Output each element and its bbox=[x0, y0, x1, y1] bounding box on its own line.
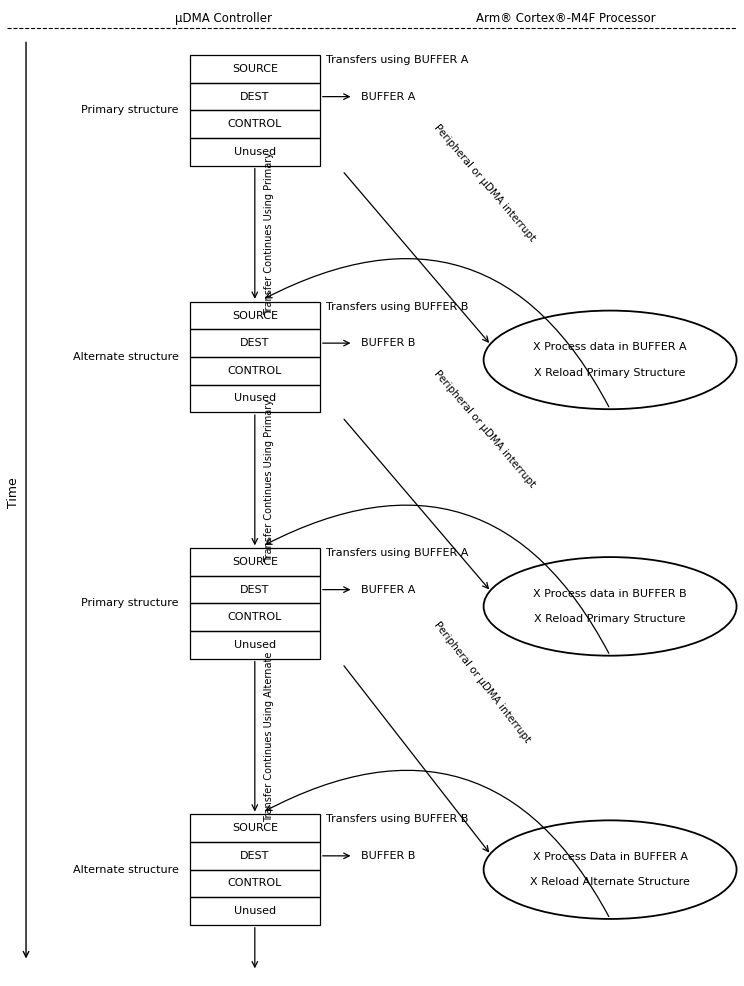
Bar bbox=[190, 576, 320, 603]
Text: X Reload Primary Structure: X Reload Primary Structure bbox=[534, 368, 686, 378]
Text: Transfer Continues Using Primary: Transfer Continues Using Primary bbox=[264, 152, 274, 316]
Text: CONTROL: CONTROL bbox=[228, 366, 282, 376]
Bar bbox=[190, 814, 320, 842]
Text: SOURCE: SOURCE bbox=[232, 64, 278, 74]
Text: BUFFER A: BUFFER A bbox=[361, 92, 415, 102]
Bar bbox=[190, 357, 320, 385]
Text: DEST: DEST bbox=[240, 338, 269, 348]
Text: Unused: Unused bbox=[234, 906, 276, 916]
Text: SOURCE: SOURCE bbox=[232, 311, 278, 320]
Text: Transfer Continues Using Primary: Transfer Continues Using Primary bbox=[264, 398, 274, 562]
Text: Time: Time bbox=[7, 477, 20, 509]
Bar bbox=[190, 548, 320, 576]
Text: X Reload Primary Structure: X Reload Primary Structure bbox=[534, 614, 686, 624]
Bar bbox=[190, 110, 320, 138]
Bar bbox=[190, 55, 320, 83]
Text: DEST: DEST bbox=[240, 92, 269, 102]
Bar bbox=[190, 385, 320, 412]
Text: Peripheral or μDMA interrupt: Peripheral or μDMA interrupt bbox=[432, 122, 536, 244]
Text: Alternate structure: Alternate structure bbox=[73, 352, 179, 362]
Text: Peripheral or μDMA interrupt: Peripheral or μDMA interrupt bbox=[432, 369, 536, 490]
Bar bbox=[190, 329, 320, 357]
Text: DEST: DEST bbox=[240, 851, 269, 861]
Text: Unused: Unused bbox=[234, 147, 276, 157]
Text: DEST: DEST bbox=[240, 585, 269, 595]
Bar bbox=[190, 631, 320, 659]
Text: μDMA Controller: μDMA Controller bbox=[175, 12, 272, 25]
Text: Primary structure: Primary structure bbox=[81, 106, 179, 115]
Text: CONTROL: CONTROL bbox=[228, 119, 282, 129]
Text: SOURCE: SOURCE bbox=[232, 823, 278, 833]
Bar bbox=[190, 302, 320, 329]
Bar bbox=[190, 603, 320, 631]
Text: CONTROL: CONTROL bbox=[228, 612, 282, 622]
Text: X Process data in BUFFER A: X Process data in BUFFER A bbox=[533, 342, 687, 352]
Text: SOURCE: SOURCE bbox=[232, 557, 278, 567]
Text: Transfers using BUFFER A: Transfers using BUFFER A bbox=[326, 548, 468, 558]
Text: X Process data in BUFFER B: X Process data in BUFFER B bbox=[533, 589, 687, 599]
Bar bbox=[190, 83, 320, 110]
Text: Transfers using BUFFER A: Transfers using BUFFER A bbox=[326, 55, 468, 65]
Text: Alternate structure: Alternate structure bbox=[73, 865, 179, 875]
Bar bbox=[190, 897, 320, 925]
Text: Transfers using BUFFER B: Transfers using BUFFER B bbox=[326, 814, 468, 824]
Bar bbox=[190, 138, 320, 166]
Text: CONTROL: CONTROL bbox=[228, 879, 282, 888]
Text: Unused: Unused bbox=[234, 393, 276, 403]
Text: Arm® Cortex®-M4F Processor: Arm® Cortex®-M4F Processor bbox=[475, 12, 655, 25]
Text: Unused: Unused bbox=[234, 640, 276, 650]
Text: Primary structure: Primary structure bbox=[81, 599, 179, 608]
Text: X Reload Alternate Structure: X Reload Alternate Structure bbox=[530, 878, 690, 887]
Text: BUFFER A: BUFFER A bbox=[361, 585, 415, 595]
Text: BUFFER B: BUFFER B bbox=[361, 851, 415, 861]
Text: BUFFER B: BUFFER B bbox=[361, 338, 415, 348]
Text: Peripheral or μDMA interrupt: Peripheral or μDMA interrupt bbox=[432, 619, 532, 744]
Text: Transfers using BUFFER B: Transfers using BUFFER B bbox=[326, 302, 468, 312]
Bar bbox=[190, 842, 320, 870]
Bar bbox=[190, 870, 320, 897]
Text: X Process Data in BUFFER A: X Process Data in BUFFER A bbox=[533, 852, 687, 862]
Text: Transfer Continues Using Alternate: Transfer Continues Using Alternate bbox=[264, 652, 274, 821]
